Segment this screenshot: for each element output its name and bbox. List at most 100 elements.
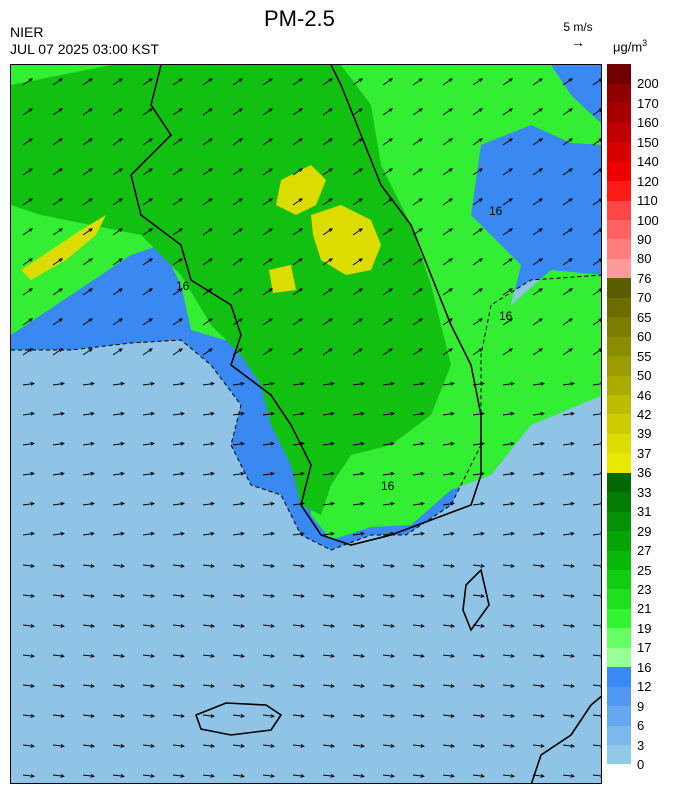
wind-arrow-head	[330, 501, 335, 506]
wind-arrow-head	[30, 411, 35, 416]
wind-arrow	[532, 168, 543, 176]
colorbar-swatch	[607, 569, 631, 590]
wind-arrow	[412, 624, 424, 627]
wind-arrow	[262, 348, 273, 356]
wind-arrow-head	[268, 168, 273, 173]
wind-arrow	[22, 502, 34, 506]
wind-arrow	[472, 744, 484, 747]
wind-arrow-head	[388, 288, 393, 293]
wind-arrow-head	[240, 594, 245, 598]
wind-arrow-head	[270, 744, 275, 748]
wind-arrow	[382, 228, 393, 236]
wind-arrow	[472, 198, 483, 206]
wind-arrow-head	[330, 531, 335, 536]
wind-arrow-head	[238, 288, 243, 293]
wind-arrow	[292, 228, 303, 236]
wind-arrow	[262, 594, 274, 597]
colorbar-level-label: 9	[637, 698, 645, 714]
wind-arrow-head	[330, 774, 335, 778]
wind-arrow-head	[120, 684, 125, 688]
wind-arrow	[532, 198, 543, 206]
wind-arrow-head	[90, 654, 95, 658]
japan-coast	[530, 695, 601, 783]
wind-arrow-head	[390, 774, 395, 778]
wind-arrow	[82, 594, 94, 597]
wind-arrow-head	[538, 318, 543, 323]
wind-arrow	[382, 108, 393, 116]
wind-arrow	[262, 744, 274, 747]
colorbar-level-label: 80	[637, 251, 652, 267]
wind-arrow-head	[238, 258, 243, 263]
wind-arrow	[292, 382, 304, 386]
wind-arrow-head	[358, 258, 363, 263]
wind-arrow	[532, 744, 544, 747]
wind-arrow	[442, 198, 453, 206]
wind-arrow	[52, 198, 63, 206]
wind-arrow-head	[178, 78, 183, 83]
wind-arrow	[82, 564, 94, 567]
wind-arrow	[142, 228, 153, 236]
wind-arrow-head	[268, 138, 273, 143]
wind-arrow-head	[570, 531, 575, 536]
wind-arrow	[592, 79, 601, 86]
wind-arrow	[232, 78, 243, 86]
wind-arrow-head	[60, 381, 65, 386]
wind-arrow	[532, 108, 543, 116]
wind-arrow	[472, 78, 483, 86]
contour-label-1: 16	[176, 279, 190, 293]
wind-arrow-head	[330, 411, 335, 416]
wind-arrow	[532, 472, 544, 476]
wind-arrow	[82, 502, 94, 506]
wind-arrow	[52, 168, 63, 176]
wind-arrow	[232, 774, 244, 777]
wind-arrow-head	[390, 714, 395, 718]
wind-arrow-head	[210, 564, 215, 568]
wind-arrow-head	[360, 624, 365, 628]
wind-arrow	[562, 532, 574, 536]
wind-arrow	[112, 138, 123, 146]
wind-arrow	[472, 774, 484, 777]
wind-arrow	[412, 228, 423, 236]
wind-arrow	[142, 138, 153, 146]
wind-arrow-head	[598, 198, 601, 203]
wind-arrow-head	[298, 198, 303, 203]
wind-arrow-head	[390, 411, 395, 416]
wind-arrow	[352, 594, 364, 597]
wind-arrow-head	[210, 654, 215, 658]
wind-arrow	[322, 228, 333, 236]
pm25-map[interactable]: 16 16 16 16	[10, 64, 602, 784]
wind-arrow	[292, 714, 304, 717]
wind-arrow-head	[508, 228, 513, 233]
wind-arrow-head	[358, 78, 363, 83]
wind-arrow-head	[330, 381, 335, 386]
colorbar-swatch	[607, 122, 631, 143]
wind-arrow	[172, 714, 184, 717]
wind-arrow-head	[300, 744, 305, 748]
colorbar-level-label: 39	[637, 426, 652, 442]
wind-arrow-head	[568, 78, 573, 83]
wind-arrow	[412, 442, 424, 446]
wind-arrow	[52, 472, 64, 476]
wind-arrow-head	[450, 411, 455, 416]
wind-arrow-head	[540, 624, 545, 628]
wind-arrow-head	[420, 744, 425, 748]
wind-arrow	[532, 138, 543, 146]
wind-arrow	[562, 442, 574, 446]
wind-arrow-head	[510, 654, 515, 658]
wind-arrow	[172, 168, 183, 176]
wind-arrow	[262, 532, 274, 536]
wind-arrow-head	[570, 564, 575, 568]
wind-arrow-head	[388, 138, 393, 143]
wind-arrow	[322, 594, 334, 597]
wind-arrow-head	[118, 318, 123, 323]
wind-arrow-head	[478, 288, 483, 293]
wind-arrow-head	[120, 744, 125, 748]
wind-arrow	[262, 442, 274, 446]
wind-arrow-head	[148, 348, 153, 353]
wind-arrow-head	[148, 108, 153, 113]
wind-arrow	[592, 654, 601, 657]
wind-arrow	[382, 288, 393, 296]
wind-arrow-head	[180, 714, 185, 718]
wind-arrow	[562, 774, 574, 777]
wind-arrow-head	[150, 654, 155, 658]
